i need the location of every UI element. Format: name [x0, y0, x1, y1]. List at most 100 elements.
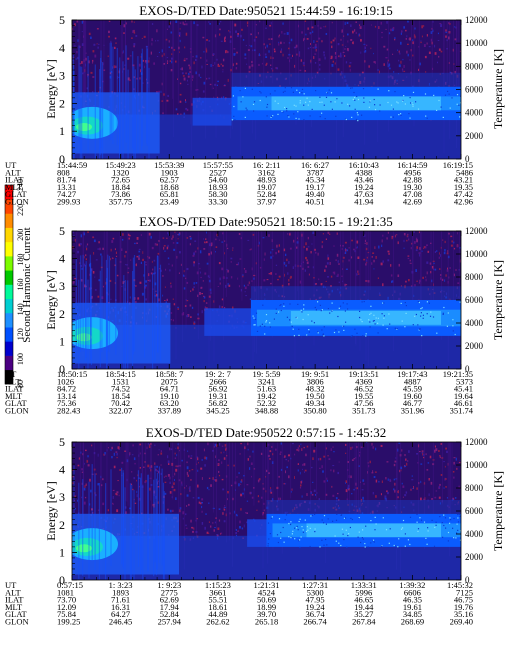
burst-striation: [127, 69, 129, 159]
band-speck: [307, 314, 309, 316]
noise-streak: [215, 20, 217, 138]
y-axis-label: Energy [eV]: [44, 270, 58, 329]
noise-speck: [189, 243, 191, 246]
noise-speck: [366, 242, 368, 245]
noise-speck: [117, 446, 120, 449]
y-tick-label: 4: [59, 463, 65, 477]
noise-speck: [73, 45, 76, 47]
noise-speck: [142, 59, 144, 62]
noise-streak: [138, 442, 140, 528]
band-speck: [362, 335, 364, 337]
noise-speck: [366, 256, 368, 259]
orbit-row-value: 16:19:15: [443, 160, 473, 170]
orbit-row-value: 13.31: [57, 182, 76, 192]
noise-streak: [106, 442, 108, 564]
noise-speck: [387, 259, 390, 262]
noise-speck: [418, 46, 420, 48]
band-speck: [402, 519, 405, 522]
noise-speck: [103, 453, 106, 456]
noise-speck: [411, 242, 413, 245]
noise-speck: [338, 55, 340, 58]
burst-striation: [91, 464, 93, 561]
burst-striation: [122, 470, 124, 567]
band-speck: [299, 546, 301, 549]
noise-speck: [220, 532, 222, 535]
noise-speck: [422, 276, 424, 279]
noise-speck: [390, 274, 393, 277]
noise-speck: [228, 284, 231, 287]
band-speck: [319, 96, 321, 98]
noise-speck: [197, 496, 200, 499]
band-speck: [427, 530, 429, 532]
colorbar-tick-label: 200: [16, 229, 25, 241]
noise-speck: [153, 505, 155, 508]
y2-tick-label: 4000: [465, 529, 484, 539]
noise-speck: [243, 524, 245, 528]
noise-speck: [438, 256, 440, 259]
noise-speck: [207, 442, 209, 446]
noise-speck: [232, 249, 234, 251]
noise-speck: [303, 446, 305, 449]
y-tick-label: 1: [59, 545, 65, 559]
noise-speck: [184, 487, 186, 489]
noise-speck: [217, 286, 219, 287]
noise-speck: [127, 77, 130, 81]
noise-speck: [337, 471, 339, 475]
orbit-row-value: 16: 2:11: [253, 160, 281, 170]
noise-speck: [426, 244, 428, 246]
noise-speck: [232, 306, 234, 310]
noise-speck: [160, 464, 162, 466]
panel-title: EXOS-D/TED Date:950522 0:57:15 - 1:45:32: [146, 425, 386, 440]
noise-speck: [200, 286, 203, 289]
orbit-row-value: 3787: [307, 167, 324, 177]
orbit-row-value: 62.69: [160, 595, 179, 605]
orbit-row-value: 35.16: [454, 609, 473, 619]
orbit-row-value: 47.56: [354, 398, 373, 408]
noise-streak: [103, 231, 105, 336]
band-speck: [409, 97, 411, 99]
noise-speck: [141, 37, 143, 39]
band-speck: [343, 329, 345, 331]
noise-speck: [341, 44, 344, 46]
orbit-row-value: 48.93: [257, 175, 276, 185]
orbit-row-value: 350.80: [303, 406, 326, 416]
orbit-row-value: 268.69: [401, 617, 424, 627]
band-speck: [278, 518, 281, 520]
noise-speck: [218, 22, 220, 25]
noise-speck: [89, 478, 91, 482]
noise-speck: [206, 59, 208, 62]
noise-streak: [83, 231, 84, 338]
band-speck: [360, 319, 362, 321]
orbit-row-value: 4388: [355, 167, 372, 177]
noise-speck: [168, 40, 170, 43]
burst-striation: [89, 254, 91, 352]
noise-speck: [311, 466, 313, 469]
noise-speck: [219, 282, 221, 285]
noise-speck: [346, 21, 349, 24]
noise-speck: [102, 285, 104, 288]
noise-speck: [403, 247, 405, 249]
noise-streak: [235, 442, 236, 530]
noise-speck: [362, 496, 364, 500]
y-tick-label: 1: [59, 124, 65, 138]
burst-striation: [82, 254, 84, 352]
noise-speck: [334, 62, 336, 65]
orbit-row-value: 1:45:32: [447, 580, 473, 590]
noise-speck: [74, 23, 76, 27]
band-speck: [234, 119, 236, 121]
noise-speck: [216, 96, 219, 99]
noise-speck: [173, 482, 175, 485]
noise-speck: [72, 231, 74, 234]
noise-speck: [208, 295, 211, 298]
noise-speck: [237, 34, 239, 37]
noise-speck: [125, 264, 127, 266]
noise-speck: [72, 58, 74, 61]
band-speck: [305, 101, 307, 103]
orbit-row-label: GLON: [5, 197, 29, 207]
noise-streak: [105, 231, 107, 363]
band-speck: [392, 108, 394, 110]
noise-speck: [304, 469, 307, 472]
noise-speck: [181, 483, 183, 487]
noise-speck: [434, 251, 437, 253]
noise-speck: [221, 445, 224, 447]
